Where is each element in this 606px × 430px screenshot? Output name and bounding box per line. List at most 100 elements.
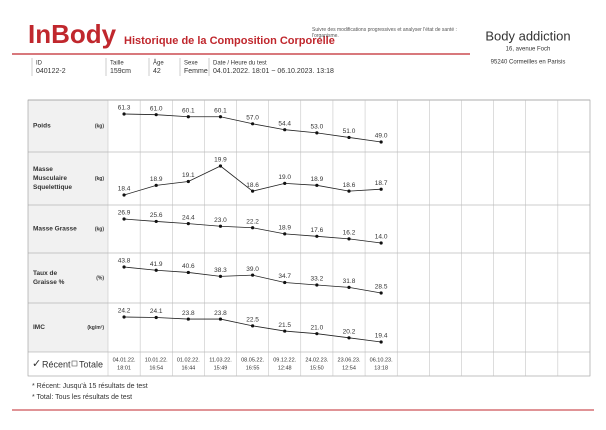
note: * Total: Tous les résultats de test — [32, 394, 132, 401]
data-point — [315, 332, 319, 336]
data-point — [251, 273, 255, 277]
data-point — [379, 241, 383, 245]
info-value: Femme — [184, 68, 208, 75]
data-point — [154, 113, 158, 117]
value-label: 60.1 — [214, 107, 227, 114]
value-label: 22.5 — [246, 317, 259, 324]
value-label: 23.8 — [214, 310, 227, 317]
info-label: Sexe — [184, 61, 198, 67]
value-label: 21.5 — [278, 322, 291, 329]
value-label: 24.4 — [182, 214, 195, 221]
data-point — [122, 265, 126, 269]
data-point — [186, 115, 190, 119]
row-name: Masse Grasse — [33, 226, 77, 233]
value-label: 14.0 — [375, 234, 388, 241]
value-label: 49.0 — [375, 133, 388, 140]
value-label: 41.9 — [150, 261, 163, 268]
value-label: 53.0 — [311, 124, 324, 131]
data-point — [122, 193, 126, 197]
value-label: 61.0 — [150, 105, 163, 112]
time-label: 16:54 — [149, 365, 163, 371]
row-name: IMC — [33, 324, 45, 331]
data-point — [347, 285, 351, 289]
value-label: 33.2 — [311, 276, 324, 283]
value-label: 16.2 — [343, 230, 356, 237]
value-label: 19.0 — [278, 174, 291, 181]
value-label: 25.6 — [150, 212, 163, 219]
row-unit: (kg) — [95, 176, 105, 182]
time-label: 15:50 — [310, 365, 324, 371]
value-label: 19.1 — [182, 172, 195, 179]
data-point — [122, 217, 126, 221]
data-point — [379, 291, 383, 295]
logo: InBody — [28, 19, 117, 49]
data-point — [122, 315, 126, 319]
value-label: 17.6 — [311, 227, 324, 234]
row-unit: (kg) — [95, 226, 105, 232]
data-point — [154, 268, 158, 272]
data-point — [315, 234, 319, 238]
data-point — [251, 122, 255, 126]
data-point — [186, 317, 190, 321]
data-point — [154, 315, 158, 320]
info-value: 42 — [153, 68, 161, 75]
row-name: Masse — [33, 166, 53, 173]
value-label: 18.9 — [278, 225, 291, 232]
row-name: Poids — [33, 123, 51, 130]
data-point — [251, 226, 255, 230]
date-label: 09.12.22. — [273, 357, 296, 363]
date-label: 10.01.22. — [145, 357, 168, 363]
row-unit: (kg/m²) — [87, 325, 104, 331]
note: * Récent: Jusqu'à 15 résultats de test — [32, 383, 148, 390]
data-point — [218, 115, 223, 119]
value-label: 18.6 — [246, 182, 259, 189]
data-point — [283, 280, 287, 285]
value-label: 18.9 — [311, 176, 324, 183]
info-label: ID — [36, 61, 43, 67]
label-column — [28, 100, 108, 352]
data-point — [154, 219, 158, 224]
value-label: 19.4 — [375, 333, 388, 340]
time-label: 16:55 — [246, 365, 260, 371]
value-label: 23.0 — [214, 217, 227, 224]
date-label: 08.05.22. — [241, 357, 264, 363]
value-label: 40.6 — [182, 263, 195, 270]
data-point — [218, 317, 223, 321]
value-label: 31.8 — [343, 278, 356, 285]
value-label: 60.1 — [182, 107, 195, 114]
info-label: Date / Heure du test — [213, 61, 267, 67]
data-point — [379, 340, 383, 344]
date-label: 01.02.22. — [177, 357, 200, 363]
time-label: 12:54 — [342, 365, 356, 371]
value-label: 28.5 — [375, 284, 388, 291]
value-label: 18.7 — [375, 180, 388, 187]
data-point — [186, 179, 190, 184]
row-unit: (%) — [96, 275, 104, 281]
row-name: Squelettique — [33, 184, 72, 191]
data-point — [154, 183, 158, 187]
date-label: 23.06.23. — [338, 357, 361, 363]
value-label: 38.3 — [214, 267, 227, 274]
report-title: Historique de la Composition Corporelle — [124, 35, 335, 47]
data-point — [315, 283, 319, 287]
value-label: 24.1 — [150, 308, 163, 315]
value-label: 18.4 — [118, 186, 131, 193]
data-point — [218, 224, 223, 228]
value-label: 57.0 — [246, 115, 259, 122]
date-label: 24.02.23. — [305, 357, 328, 363]
data-point — [347, 237, 351, 241]
value-label: 19.9 — [214, 157, 227, 164]
value-label: 18.9 — [150, 176, 163, 183]
data-point — [347, 336, 351, 340]
recent-check: ✓ — [32, 358, 41, 370]
value-label: 51.0 — [343, 128, 356, 135]
history-table: 04.01.22. 18:01 10.01.22. 16:54 01.02.22. 16:… — [27, 99, 591, 377]
data-point — [251, 324, 255, 328]
date-label: 06.10.23. — [370, 357, 393, 363]
legend-recent: Récent — [42, 359, 71, 369]
info-value: 159cm — [110, 68, 131, 75]
data-point — [347, 189, 351, 193]
data-point — [186, 270, 190, 275]
